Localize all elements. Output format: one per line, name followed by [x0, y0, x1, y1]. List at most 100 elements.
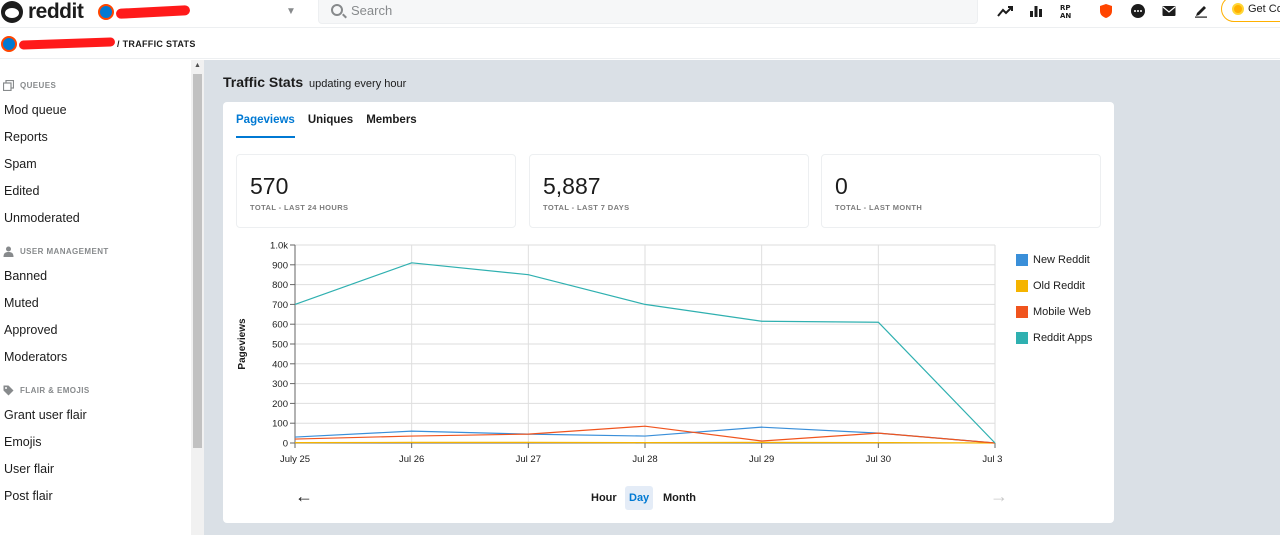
y-tick-label: 400: [272, 359, 288, 370]
granularity-day[interactable]: Day: [625, 486, 654, 510]
x-tick-label: Jul 30: [866, 454, 891, 465]
sidebar-item-mod-queue[interactable]: Mod queue: [4, 103, 67, 117]
breadcrumb-current: / TRAFFIC STATS: [117, 38, 196, 49]
svg-text:RP: RP: [1060, 4, 1071, 12]
redacted-community-name: [115, 5, 191, 19]
y-tick-label: 900: [272, 260, 288, 271]
x-tick-label: Jul 28: [632, 454, 657, 465]
stat-value: 5,887: [543, 173, 601, 199]
stat-value: 570: [250, 173, 289, 199]
legend-swatch: [1016, 280, 1028, 292]
legend-item-old-reddit[interactable]: Old Reddit: [1016, 273, 1092, 299]
redacted-community-name[interactable]: [18, 37, 116, 50]
sidebar-section-queues: QUEUES: [0, 77, 191, 93]
shield-icon[interactable]: [1097, 2, 1115, 20]
legend-swatch: [1016, 254, 1028, 266]
chart-navigation: ← Hour Day Month →: [223, 482, 1114, 512]
breadcrumb: / TRAFFIC STATS: [0, 29, 1280, 59]
page-subtitle: updating every hour: [309, 78, 407, 90]
stat-card-month: 0 TOTAL - LAST MONTH: [821, 154, 1101, 228]
main-content: Traffic Stats updating every hour Pagevi…: [204, 60, 1280, 535]
traffic-card: Pageviews Uniques Members 570 TOTAL - LA…: [223, 102, 1114, 523]
sidebar-item-moderators[interactable]: Moderators: [4, 350, 68, 364]
get-coins-button[interactable]: Get Coi: [1221, 0, 1280, 22]
series-line-old-reddit: [294, 441, 996, 444]
trending-icon[interactable]: [996, 2, 1014, 20]
legend-item-new-reddit[interactable]: New Reddit: [1016, 247, 1092, 273]
page-title: Traffic Stats updating every hour: [223, 74, 407, 90]
x-tick-label: July 25: [280, 454, 310, 465]
x-tick-label: Jul 26: [399, 454, 424, 465]
leaderboard-icon[interactable]: [1027, 2, 1045, 20]
legend-swatch: [1016, 332, 1028, 344]
sidebar-item-user-flair[interactable]: User flair: [4, 462, 55, 476]
metric-tabs: Pageviews Uniques Members: [236, 114, 430, 138]
x-tick-label: Jul 31: [982, 454, 1003, 465]
y-tick-label: 500: [272, 340, 288, 351]
sidebar-section-user-management: USER MANAGEMENT: [0, 243, 191, 259]
y-tick-label: 1.0k: [270, 241, 288, 252]
chevron-down-icon: ▼: [286, 6, 296, 17]
legend-item-reddit-apps[interactable]: Reddit Apps: [1016, 325, 1092, 351]
pageviews-chart: 0 100 200 300 400 500 600 700 800 900 1.0k July 25 J…: [237, 241, 1003, 466]
stat-label: TOTAL - LAST MONTH: [835, 203, 923, 212]
series-line-reddit-apps: [294, 262, 996, 444]
chat-icon[interactable]: [1129, 2, 1147, 20]
stat-card-24h: 570 TOTAL - LAST 24 HOURS: [236, 154, 516, 228]
reddit-logo[interactable]: reddit: [0, 0, 84, 24]
y-tick-label: 200: [272, 399, 288, 410]
tag-icon: [3, 385, 14, 395]
mail-icon[interactable]: [1160, 2, 1178, 20]
tab-members[interactable]: Members: [366, 114, 417, 126]
search-icon: [331, 4, 343, 16]
y-tick-label: 600: [272, 320, 288, 331]
get-coins-label: Get Coi: [1248, 3, 1280, 15]
sidebar-item-post-flair[interactable]: Post flair: [4, 489, 53, 503]
stat-label: TOTAL - LAST 7 DAYS: [543, 203, 630, 212]
y-tick-label: 700: [272, 300, 288, 311]
sidebar-item-emojis[interactable]: Emojis: [4, 435, 42, 449]
sidebar-item-reports[interactable]: Reports: [4, 130, 48, 144]
series-line-mobile-web: [294, 425, 996, 444]
community-avatar: [98, 4, 114, 20]
community-switcher[interactable]: ▼: [98, 2, 298, 22]
sidebar-item-approved[interactable]: Approved: [4, 323, 58, 337]
sidebar-scrollbar-thumb[interactable]: [193, 74, 202, 448]
sidebar-item-banned[interactable]: Banned: [4, 269, 48, 283]
rpan-icon[interactable]: RP AN: [1058, 2, 1076, 20]
legend-item-mobile-web[interactable]: Mobile Web: [1016, 299, 1092, 325]
granularity-month[interactable]: Month: [663, 492, 696, 504]
sidebar-item-unmoderated[interactable]: Unmoderated: [4, 211, 80, 225]
y-axis-label: Pageviews: [237, 318, 248, 370]
arrow-left-icon[interactable]: ←: [295, 486, 313, 506]
scroll-up-icon[interactable]: ▲: [194, 62, 201, 69]
search-bar[interactable]: [318, 0, 978, 24]
create-post-icon[interactable]: [1192, 2, 1210, 20]
logo-text: reddit: [28, 0, 84, 23]
sidebar-item-edited[interactable]: Edited: [4, 184, 40, 198]
queue-icon: [3, 79, 14, 91]
sidebar-item-muted[interactable]: Muted: [4, 296, 39, 310]
x-tick-label: Jul 29: [749, 454, 774, 465]
search-input[interactable]: [351, 2, 951, 18]
y-tick-label: 300: [272, 379, 288, 390]
mod-sidebar: QUEUES Mod queue Reports Spam Edited Unm…: [0, 60, 191, 535]
legend-swatch: [1016, 306, 1028, 318]
sidebar-item-spam[interactable]: Spam: [4, 157, 37, 171]
reddit-alien-icon: [1, 1, 23, 23]
x-tick-label: Jul 27: [516, 454, 541, 465]
y-tick-label: 0: [283, 439, 288, 450]
arrow-right-icon[interactable]: →: [990, 486, 1008, 506]
sidebar-section-flair-emojis: FLAIR & EMOJIS: [0, 382, 191, 398]
stat-card-7d: 5,887 TOTAL - LAST 7 DAYS: [529, 154, 809, 228]
granularity-hour[interactable]: Hour: [591, 492, 617, 504]
svg-text:AN: AN: [1060, 12, 1071, 19]
user-icon: [3, 246, 14, 257]
coin-icon: [1232, 3, 1244, 15]
tab-uniques[interactable]: Uniques: [307, 114, 354, 126]
tab-pageviews[interactable]: Pageviews: [236, 114, 295, 138]
chart-legend: New Reddit Old Reddit Mobile Web Reddit …: [1016, 247, 1092, 351]
community-avatar: [1, 35, 17, 52]
sidebar-item-grant-user-flair[interactable]: Grant user flair: [4, 408, 87, 422]
stat-label: TOTAL - LAST 24 HOURS: [250, 203, 349, 212]
